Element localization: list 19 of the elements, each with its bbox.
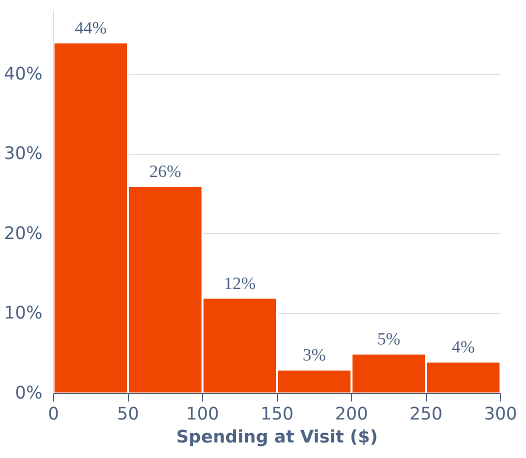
y-tick-label: 30% [4,144,42,164]
y-tick-label: 40% [4,64,42,84]
data-label: 5% [377,330,400,349]
data-label: 3% [302,346,326,365]
x-tick-label: 250 [409,404,443,424]
y-tick-label: 0% [15,384,43,404]
data-label: 12% [224,274,256,293]
x-tick-label: 100 [186,404,220,424]
y-tick-label: 10% [4,304,42,324]
x-tick-label: 50 [116,404,140,424]
x-axis-title: Spending at Visit ($) [176,428,378,448]
data-label: 26% [149,162,182,182]
y-tick-label: 20% [4,224,42,244]
x-tick-label: 200 [334,404,368,424]
x-tick-label: 300 [484,404,518,424]
x-tick-label: 0 [48,404,60,424]
data-label: 4% [452,338,475,357]
data-label: 44% [74,18,107,38]
x-tick-label: 150 [260,404,294,424]
